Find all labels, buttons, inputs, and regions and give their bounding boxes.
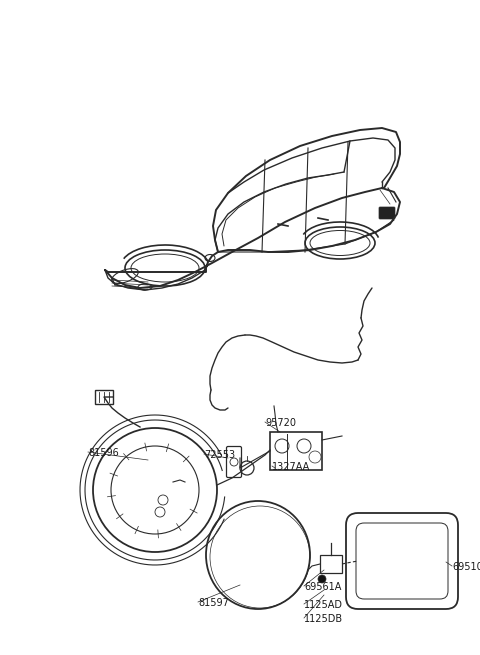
Circle shape: [318, 575, 326, 583]
FancyBboxPatch shape: [379, 207, 395, 219]
Text: 69561A: 69561A: [304, 582, 341, 592]
Text: 72553: 72553: [204, 450, 235, 460]
Text: 81596: 81596: [88, 448, 119, 458]
Text: 69510: 69510: [452, 562, 480, 572]
Text: 1327AA: 1327AA: [272, 462, 310, 472]
Text: 1125AD: 1125AD: [304, 600, 343, 610]
Text: 95720: 95720: [265, 418, 296, 428]
Text: 81597: 81597: [198, 598, 229, 608]
Text: 1125DB: 1125DB: [304, 614, 343, 624]
